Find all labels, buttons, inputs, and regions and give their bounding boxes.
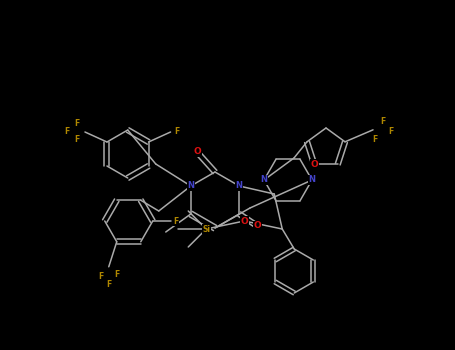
Text: F: F [380,117,386,126]
Text: F: F [64,127,70,136]
Text: N: N [236,182,243,190]
Text: Si: Si [202,224,210,233]
Text: N: N [187,182,194,190]
Text: O: O [310,160,318,169]
Text: F: F [389,127,394,136]
Text: F: F [372,135,378,144]
Text: F: F [106,280,111,289]
Text: F: F [174,127,179,136]
Text: F: F [74,135,80,145]
Text: O: O [193,147,201,156]
Text: F: F [74,119,80,128]
Text: N: N [261,175,268,184]
Text: F: F [114,270,119,279]
Text: O: O [253,222,261,231]
Text: F: F [98,272,103,281]
Text: F: F [173,217,178,225]
Text: N: N [308,175,315,184]
Text: O: O [240,217,248,225]
